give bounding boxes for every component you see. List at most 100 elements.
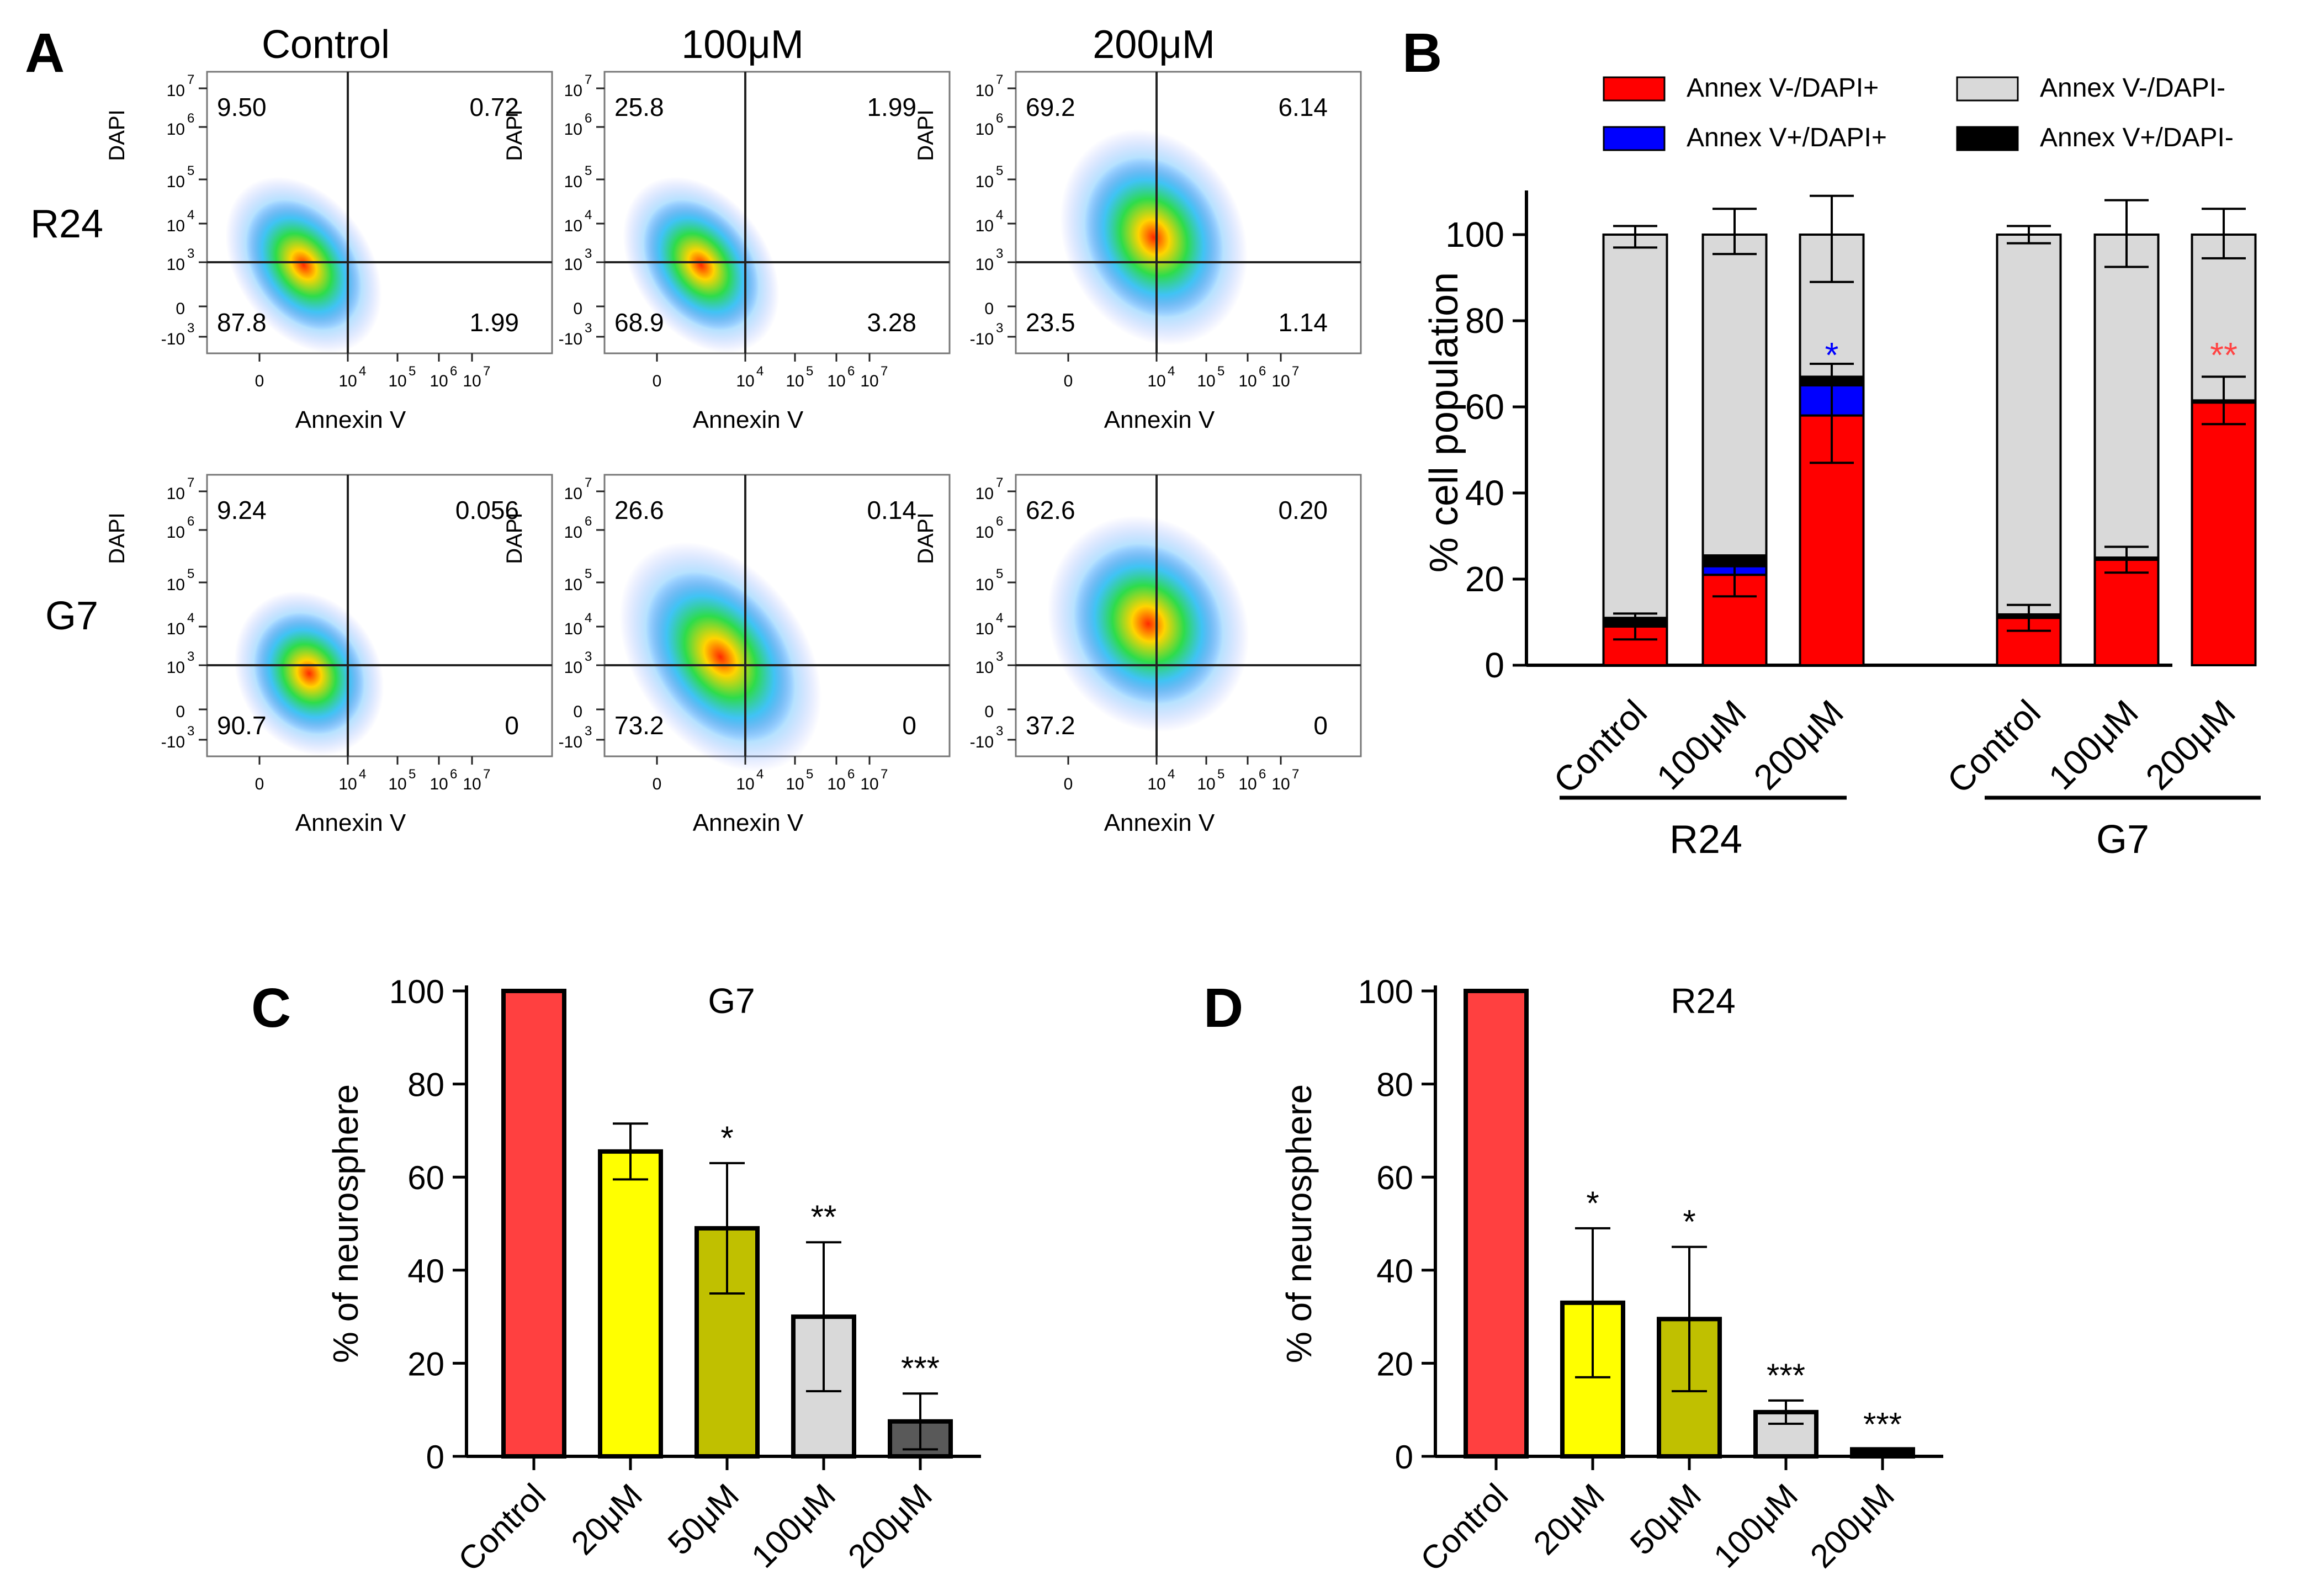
x-tick-exp: 4 bbox=[359, 767, 366, 782]
y-tick-label: -10 bbox=[559, 733, 582, 751]
y-tick-exp: 3 bbox=[585, 649, 592, 664]
quadrant-value-lr: 1.14 bbox=[1278, 308, 1328, 337]
y-tick-label: 10 bbox=[167, 659, 185, 677]
category-label: 50μM bbox=[661, 1477, 746, 1562]
y-tick-label: 10 bbox=[564, 120, 582, 139]
chart-title: R24 bbox=[1671, 981, 1735, 1021]
significance-marker: ** bbox=[811, 1199, 837, 1236]
category-label: 200μM bbox=[1803, 1477, 1901, 1575]
y-tick-label: -10 bbox=[161, 330, 185, 348]
x-tick-label: 10 bbox=[1238, 775, 1256, 793]
x-tick-label: 10 bbox=[1197, 775, 1215, 793]
y-tick-exp: 3 bbox=[187, 649, 194, 664]
significance-marker: * bbox=[720, 1120, 733, 1157]
y-tick-exp: 5 bbox=[187, 163, 194, 178]
y-tick-label: 10 bbox=[167, 576, 185, 594]
y-tick-label: 10 bbox=[975, 217, 994, 235]
chart-title: G7 bbox=[708, 981, 755, 1021]
y-tick-exp: 5 bbox=[187, 566, 194, 581]
y-tick-exp: 4 bbox=[585, 208, 592, 222]
y-tick-label: 10 bbox=[167, 82, 185, 100]
x-tick-label: 10 bbox=[827, 775, 845, 793]
significance-marker: * bbox=[1683, 1203, 1695, 1240]
category-label: 20μM bbox=[1526, 1477, 1611, 1562]
y-tick-label: 10 bbox=[975, 256, 994, 274]
panel-letter-d: D bbox=[1203, 977, 1243, 1039]
y-tick-label: 80 bbox=[1376, 1067, 1413, 1104]
significance-marker: *** bbox=[1863, 1406, 1902, 1443]
panel-letter-b: B bbox=[1402, 22, 1442, 84]
y-tick-label: 0 bbox=[573, 703, 582, 721]
panel-letter-c: C bbox=[251, 977, 291, 1039]
quadrant-value-ul: 26.6 bbox=[614, 496, 664, 524]
density-core bbox=[1073, 543, 1223, 704]
quadrant-value-ur: 6.14 bbox=[1278, 93, 1328, 121]
x-tick-label: 10 bbox=[463, 775, 481, 793]
category-label: 200μM bbox=[841, 1477, 939, 1575]
y-tick-label: 60 bbox=[1465, 387, 1504, 427]
x-tick-label: 10 bbox=[786, 372, 804, 390]
bar bbox=[501, 989, 566, 1459]
panel-d-bar-chart: R24 % of neurosphere 0 20 40 60 80 100 Control * 2… bbox=[1279, 973, 1943, 1578]
y-tick-exp: 7 bbox=[585, 72, 592, 87]
x-axis-label: Annexin V bbox=[693, 809, 804, 836]
quadrant-value-lr: 1.99 bbox=[469, 308, 519, 337]
panel-c-bar-chart: G7 % of neurosphere 0 20 40 60 80 100 Control 20μ… bbox=[326, 973, 981, 1578]
density-core bbox=[1084, 157, 1223, 318]
y-tick-label: 10 bbox=[167, 523, 185, 542]
y-tick-label: 20 bbox=[1465, 559, 1504, 599]
y-tick-exp: 6 bbox=[585, 111, 592, 126]
x-tick-label: 0 bbox=[255, 775, 264, 793]
bar bbox=[598, 1149, 663, 1459]
x-tick-exp: 5 bbox=[409, 364, 416, 379]
y-tick-label: -10 bbox=[970, 733, 994, 751]
y-tick-exp: 3 bbox=[585, 724, 592, 739]
stacked-bar-segment bbox=[2191, 234, 2257, 402]
y-tick-label: 20 bbox=[407, 1345, 444, 1382]
legend-label: Annex V-/DAPI+ bbox=[1687, 73, 1879, 103]
x-tick-label: 10 bbox=[736, 775, 754, 793]
quadrant-value-lr: 3.28 bbox=[867, 308, 916, 337]
y-tick-exp: 7 bbox=[996, 72, 1003, 87]
x-tick-label: 10 bbox=[827, 372, 845, 390]
y-tick-label: 0 bbox=[1484, 645, 1504, 685]
density-core bbox=[645, 571, 796, 743]
y-axis-label: DAPI bbox=[105, 512, 129, 564]
x-tick-label: 10 bbox=[338, 372, 357, 390]
stacked-bar-segment bbox=[1602, 234, 1668, 619]
x-tick-label: 0 bbox=[1064, 775, 1073, 793]
y-tick-label: -10 bbox=[559, 330, 582, 348]
x-tick-exp: 4 bbox=[1168, 767, 1175, 782]
y-tick-label: 10 bbox=[975, 523, 994, 542]
y-tick-label: 0 bbox=[573, 300, 582, 318]
y-axis-label: DAPI bbox=[914, 512, 938, 564]
y-tick-label: 0 bbox=[176, 703, 185, 721]
legend-label: Annex V-/DAPI- bbox=[2040, 73, 2225, 103]
stacked-bar-segment bbox=[1701, 234, 1768, 557]
x-tick-exp: 6 bbox=[847, 767, 855, 782]
x-tick-label: 10 bbox=[388, 372, 406, 390]
y-axis-label: DAPI bbox=[105, 109, 129, 161]
quadrant-value-ul: 9.50 bbox=[217, 93, 267, 121]
y-tick-exp: 6 bbox=[585, 514, 592, 529]
column-label: 200μM bbox=[1093, 23, 1215, 67]
quadrant-value-ll: 87.8 bbox=[217, 308, 267, 337]
y-tick-label: 10 bbox=[564, 173, 582, 191]
panel-a-flow-cytometry: Control 100μM 200μM R24 G7 9.50 0.72 87.8 1.99 An… bbox=[30, 23, 1362, 836]
x-tick-label: 10 bbox=[1271, 372, 1290, 390]
x-tick-exp: 6 bbox=[1259, 364, 1266, 379]
x-tick-label: 10 bbox=[860, 372, 878, 390]
y-axis-title: % of neurosphere bbox=[1279, 1084, 1319, 1363]
bar bbox=[1850, 1447, 1915, 1459]
x-tick-label: 0 bbox=[1064, 372, 1073, 390]
y-tick-exp: 4 bbox=[996, 611, 1003, 625]
y-axis-title: % cell population bbox=[1422, 272, 1466, 572]
x-tick-exp: 4 bbox=[756, 364, 764, 379]
legend-label: Annex V+/DAPI- bbox=[2040, 123, 2234, 152]
significance-marker: * bbox=[1825, 335, 1839, 375]
y-tick-label: 10 bbox=[564, 523, 582, 542]
